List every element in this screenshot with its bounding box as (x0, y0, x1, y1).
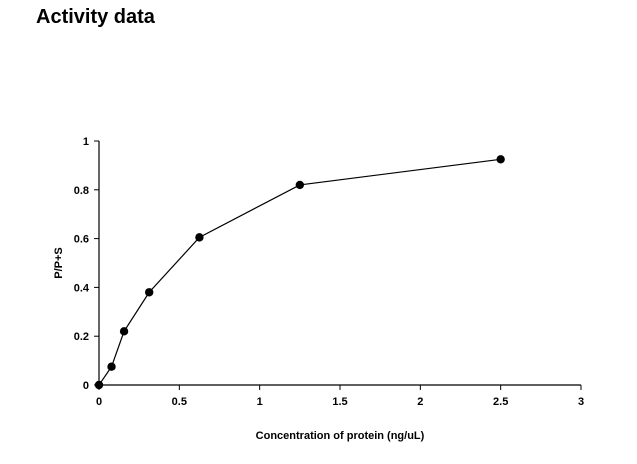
data-point (119, 327, 129, 336)
y-tick-label: 0.2 (74, 331, 89, 343)
x-tick-label: 0 (96, 396, 102, 408)
series-line (98, 158, 501, 386)
chart-series (94, 155, 505, 390)
chart-axes (98, 141, 581, 386)
data-point (195, 233, 204, 242)
chart-ticks: 0 0.5 1 1.5 2 2.5 3 0 0.2 0.4 0.6 0.8 1 (74, 136, 584, 408)
x-tick-label: 2.5 (493, 396, 508, 408)
data-point (94, 380, 104, 390)
x-tick-label: 1 (257, 396, 263, 408)
data-point (145, 288, 154, 297)
y-tick-label: 0.4 (74, 282, 90, 294)
y-axis-title: P/P+S (53, 247, 65, 279)
x-tick-label: 3 (578, 396, 584, 408)
y-tick-label: 0.8 (74, 185, 89, 197)
y-tick-label: 1 (83, 136, 89, 148)
data-point (295, 180, 305, 190)
page-title: Activity data (36, 6, 155, 28)
data-point (107, 362, 116, 371)
x-tick-label: 1.5 (332, 396, 347, 408)
x-tick-label: 2 (417, 396, 423, 408)
data-point (496, 155, 505, 164)
y-tick-label: 0.6 (74, 234, 89, 246)
y-tick-label: 0 (83, 380, 89, 392)
x-tick-label: 0.5 (172, 396, 187, 408)
x-axis-title: Concentration of protein (ng/uL) (256, 430, 425, 442)
